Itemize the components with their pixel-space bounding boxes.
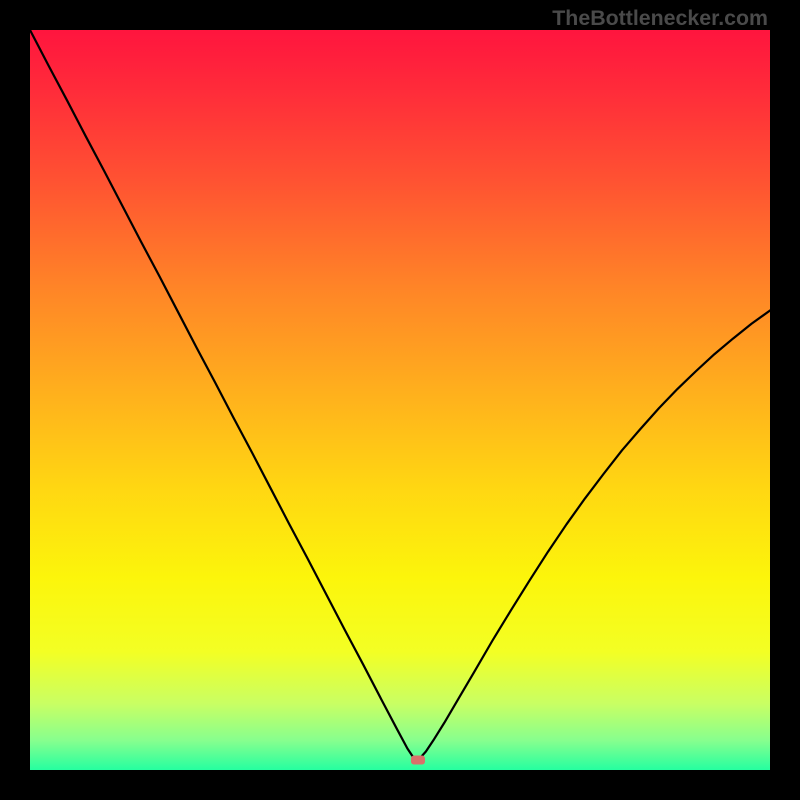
minimum-marker (411, 755, 425, 764)
plot-area (30, 30, 770, 770)
bottleneck-curve (30, 30, 770, 762)
watermark-text: TheBottlenecker.com (552, 6, 768, 31)
chart-frame: TheBottlenecker.com (0, 0, 800, 800)
gradient-background (30, 30, 770, 770)
curve-svg (30, 30, 770, 770)
